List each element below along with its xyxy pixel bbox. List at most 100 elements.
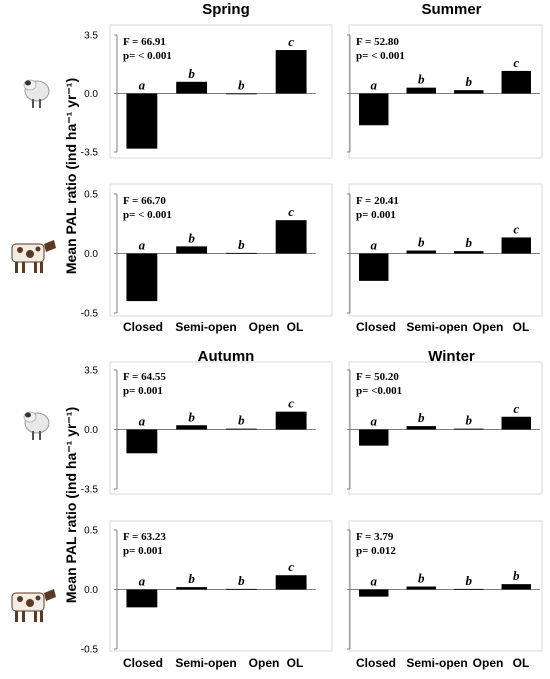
bar [501,237,531,254]
panel-border [348,24,543,159]
bar [176,81,208,94]
significance-letter: b [418,235,425,250]
p-value: p= 0.012 [356,545,396,557]
bar [225,428,257,430]
category-label: Closed [123,656,163,670]
y-tick-label: -0.5 [81,309,99,320]
panel: Winter F = 50.20 p= <0.001 a b b c [347,348,543,495]
bar [454,90,484,94]
category-label: Semi-open [406,320,467,334]
panel-border [109,361,333,495]
y-tick-label: 3.5 [84,31,98,42]
category-label: OL [513,320,530,334]
significance-letter: b [466,235,473,250]
category-label: Open [473,320,504,334]
significance-letter: a [139,238,146,253]
category-label: OL [513,656,530,670]
y-tick-label: -3.5 [81,485,99,496]
f-statistic: F = 64.55 [123,371,166,383]
bar [406,250,436,254]
significance-letter: a [371,78,378,93]
bar [225,252,257,254]
bar [126,429,158,454]
category-label: OL [287,656,304,670]
category-label: Semi-open [175,320,236,334]
bar [406,87,436,94]
p-value: p= <0.001 [356,385,402,397]
p-value: p= < 0.001 [356,50,405,62]
bar [176,587,208,590]
significance-letter: b [238,573,245,588]
bar [454,428,484,430]
significance-letter: a [371,414,378,429]
p-value: p= < 0.001 [123,50,172,62]
panel-border [348,183,543,317]
category-label: Open [473,656,504,670]
p-value: p= 0.001 [123,545,163,557]
significance-letter: b [466,74,473,89]
bar [501,70,531,94]
panel-border [348,361,543,495]
bar [501,416,531,430]
sheep-icon [23,79,50,108]
panel: 0.5 0.0 -0.5 F = 63.23 p= 0.001 a b b c [81,520,333,656]
season-title: Autumn [198,348,255,365]
significance-letter: b [466,413,473,428]
season-title: Spring [202,1,250,18]
f-statistic: F = 66.70 [123,195,166,207]
significance-letter: b [418,72,425,87]
bar [359,589,389,597]
bar [275,50,307,94]
bar [275,411,307,430]
category-label: Open [249,320,280,334]
panels: 3.5 0.0 -3.5 Spring F = 66.91 p= < 0.001 a b b c S… [81,1,543,656]
bar [454,588,484,590]
significance-letter: c [288,396,294,411]
significance-letter: b [418,571,425,586]
bar [275,575,307,590]
bar [225,93,257,95]
significance-letter: b [238,78,245,93]
panel: F = 3.79 p= 0.012 a b b b [347,520,543,652]
significance-letter: b [238,237,245,252]
f-statistic: F = 52.80 [356,36,399,48]
y-tick-label: 3.5 [84,366,98,377]
bar [176,425,208,430]
bar [225,588,257,590]
bar [126,93,158,149]
significance-letter: b [466,573,473,588]
cow-icon [11,240,56,273]
f-statistic: F = 20.41 [356,195,399,207]
bar [359,429,389,446]
y-tick-label: 0.0 [84,585,98,596]
significance-letter: b [188,66,195,81]
significance-letter: a [139,574,146,589]
p-value: p= < 0.001 [123,209,172,221]
significance-letter: b [238,413,245,428]
category-label: Closed [356,656,396,670]
significance-letter: c [513,221,519,236]
bar [176,246,208,254]
panel-border [348,520,543,652]
bar [501,584,531,590]
f-statistic: F = 66.91 [123,36,166,48]
significance-letter: b [188,409,195,424]
panel: 0.5 0.0 -0.5 F = 66.70 p= < 0.001 a b b c [81,183,333,320]
y-tick-label: -3.5 [81,148,99,159]
bar [126,253,158,302]
season-title: Summer [421,1,481,18]
significance-letter: a [371,238,378,253]
f-statistic: F = 3.79 [356,531,394,543]
y-tick-label: 0.5 [84,526,98,537]
panel: F = 20.41 p= 0.001 a b b c [347,183,543,317]
significance-letter: c [513,401,519,416]
significance-letter: a [139,414,146,429]
significance-letter: a [371,574,378,589]
category-label: Open [249,656,280,670]
panel: 3.5 0.0 -3.5 Spring F = 66.91 p= < 0.001 a b b c [81,1,333,159]
category-label: Closed [356,320,396,334]
y-tick-label: 0.0 [84,249,98,260]
season-title: Winter [428,348,475,365]
significance-letter: b [513,568,520,583]
